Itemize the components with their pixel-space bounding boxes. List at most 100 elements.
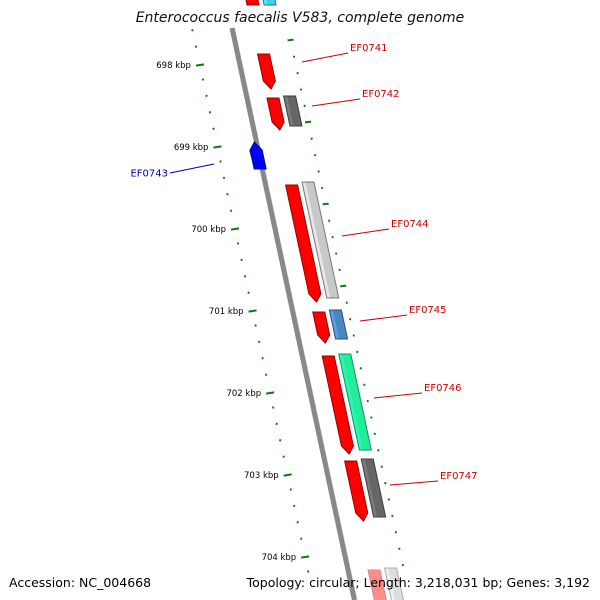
ruler-major-tick xyxy=(283,473,292,477)
ruler-major-tick xyxy=(213,145,222,149)
ruler-minor-tick xyxy=(278,439,282,442)
outer-ruler-minor-tick xyxy=(303,104,306,108)
ruler-minor-tick xyxy=(289,488,292,491)
ruler-minor-tick xyxy=(264,373,268,376)
outer-ruler-minor-tick xyxy=(401,563,405,567)
genome-summary-text: Topology: circular; Length: 3,218,031 bp… xyxy=(246,575,590,590)
gene-label-ef0745[interactable]: EF0745 xyxy=(359,305,447,322)
outer-ruler-minor-tick xyxy=(345,301,348,304)
outer-ruler-minor-tick xyxy=(359,367,362,370)
outer-ruler-minor-tick xyxy=(292,55,296,58)
gene-label-text[interactable]: EF0743 xyxy=(130,169,168,180)
ruler-major-tick xyxy=(301,555,310,559)
ruler-minor-tick xyxy=(254,324,257,327)
ruler-minor-tick xyxy=(261,357,264,360)
outer-ruler-major-tick xyxy=(340,284,347,288)
gene-label-text[interactable]: EF0742 xyxy=(362,89,400,100)
ruler-minor-tick xyxy=(275,422,278,426)
track2-feature-ef0742[interactable] xyxy=(282,95,303,127)
outer-ruler-major-tick xyxy=(304,120,312,124)
gene-leader-line xyxy=(389,480,439,486)
outer-ruler-minor-tick xyxy=(317,170,320,173)
outer-ruler-minor-tick xyxy=(356,350,359,354)
gene-label-ef0747[interactable]: EF0747 xyxy=(389,471,478,486)
ruler-minor-tick xyxy=(222,176,226,180)
ruler-minor-tick xyxy=(219,160,222,163)
outer-ruler-minor-tick xyxy=(299,88,303,91)
gene-feature-ef0744[interactable] xyxy=(284,184,322,303)
gene-label-ef0741[interactable]: EF0741 xyxy=(301,43,388,63)
track2-feature-ef0747[interactable] xyxy=(360,458,387,518)
ruler-minor-tick xyxy=(282,455,285,458)
outer-ruler-minor-tick xyxy=(366,399,369,403)
outer-ruler-minor-tick xyxy=(352,334,355,337)
ruler-minor-tick xyxy=(194,45,198,48)
outer-ruler-minor-tick xyxy=(349,317,352,321)
gene-label-ef0742[interactable]: EF0742 xyxy=(311,89,400,107)
ruler-major-tick xyxy=(265,391,275,395)
outer-ruler-minor-tick xyxy=(320,186,324,190)
ruler-tick-label: 704 kbp xyxy=(262,553,297,563)
track2-feature-ef0746[interactable] xyxy=(338,353,372,451)
gene-label-ef0746[interactable]: EF0746 xyxy=(373,383,462,399)
gene-leader-line xyxy=(169,163,215,174)
ruler-minor-tick xyxy=(191,29,194,32)
track2-feature-ef0745[interactable] xyxy=(328,309,349,340)
gene-leader-line xyxy=(311,98,361,107)
outer-ruler-minor-tick xyxy=(377,449,380,452)
outer-ruler-minor-tick xyxy=(370,416,373,419)
ruler-minor-tick xyxy=(247,291,250,294)
ruler-minor-tick xyxy=(296,521,299,524)
ruler-tick-label: 701 kbp xyxy=(209,307,244,317)
ruler-minor-tick xyxy=(226,193,229,196)
gene-label-ef0744[interactable]: EF0744 xyxy=(341,219,429,237)
gene-feature-ef0747[interactable] xyxy=(344,460,369,522)
outer-ruler-minor-tick xyxy=(387,498,391,501)
genome-backbone xyxy=(229,27,357,600)
ruler-major-tick xyxy=(195,63,205,67)
ruler-major-tick xyxy=(248,309,257,313)
accession-text: Accession: NC_004668 xyxy=(9,575,151,590)
gene-feature-ef0742[interactable] xyxy=(266,97,285,131)
ruler-tick-label: 699 kbp xyxy=(174,143,209,153)
partial-gene-bottom[interactable] xyxy=(367,569,388,600)
gene-label-text[interactable]: EF0741 xyxy=(350,43,388,54)
gene-leader-line xyxy=(341,228,390,237)
gene-labels-layer[interactable]: EF0741 EF0742 EF0743 EF0744 EF0745 EF0746 EF07… xyxy=(130,43,478,486)
outer-ruler-minor-tick xyxy=(373,432,377,436)
outer-ruler-minor-tick xyxy=(398,547,401,550)
gene-label-ef0743[interactable]: EF0743 xyxy=(130,163,215,180)
outer-ruler-minor-tick xyxy=(296,71,299,75)
gene-feature-ef0746[interactable] xyxy=(321,355,354,455)
ruler-minor-tick xyxy=(243,275,247,278)
ruler-minor-tick xyxy=(240,258,243,262)
outer-ruler-minor-tick xyxy=(334,252,338,255)
genome-backbone-layer xyxy=(229,27,358,600)
outer-ruler-minor-tick xyxy=(384,481,387,485)
gene-label-text[interactable]: EF0744 xyxy=(391,219,429,230)
gene-label-text[interactable]: EF0746 xyxy=(424,383,462,394)
partial-track2-top[interactable] xyxy=(262,0,277,6)
gene-feature-ef0745[interactable] xyxy=(312,311,331,344)
ruler-minor-tick xyxy=(208,111,212,114)
gene-leader-line xyxy=(301,52,349,63)
ruler-minor-tick xyxy=(300,537,303,540)
ruler-tick-label: 702 kbp xyxy=(226,389,261,399)
ruler-minor-tick xyxy=(205,94,208,98)
track2-feature-ef0744[interactable] xyxy=(301,181,340,299)
ruler-ticks-layer: 698 kbp 699 kbp 700 kbp 701 kbp 702 kbp 703 k… xyxy=(156,29,405,573)
gene-feature-ef0743[interactable] xyxy=(248,141,267,170)
partial-gene-top[interactable] xyxy=(245,0,260,6)
gene-feature-ef0741[interactable] xyxy=(256,53,276,90)
ruler-minor-tick xyxy=(212,127,215,130)
gene-label-text[interactable]: EF0747 xyxy=(440,471,478,482)
gene-leader-line xyxy=(373,392,423,399)
gene-label-text[interactable]: EF0745 xyxy=(409,305,447,316)
ruler-minor-tick xyxy=(307,570,310,573)
features-layer[interactable] xyxy=(245,0,405,600)
ruler-tick-label: 698 kbp xyxy=(156,61,191,71)
outer-ruler-minor-tick xyxy=(394,531,398,534)
outer-ruler-minor-tick xyxy=(380,465,384,468)
